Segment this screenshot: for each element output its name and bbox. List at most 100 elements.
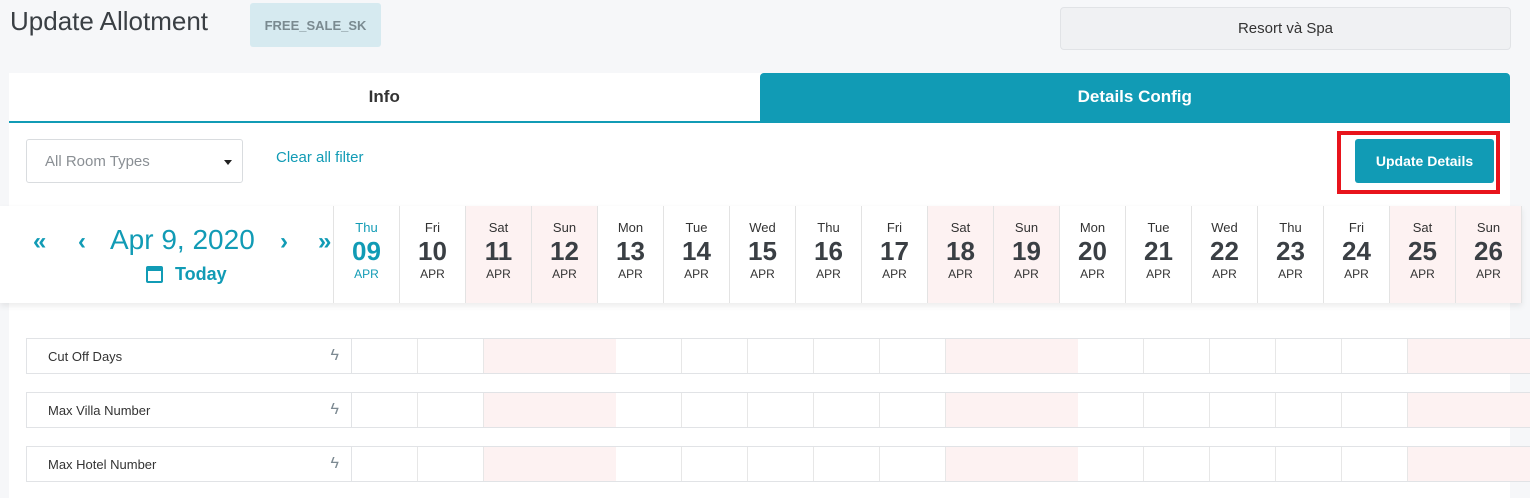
double-chevron-left-icon[interactable]: « (33, 228, 47, 255)
bolt-icon[interactable]: ϟ (330, 347, 339, 364)
day-column[interactable]: Sun 19 APR (994, 206, 1060, 303)
day-column[interactable]: Thu 23 APR (1258, 206, 1324, 303)
day-column[interactable]: Thu 09 APR (334, 206, 400, 303)
day-cell[interactable] (946, 393, 1012, 427)
day-cell[interactable] (1474, 393, 1530, 427)
day-cell[interactable] (1408, 447, 1474, 481)
day-cell[interactable] (616, 447, 682, 481)
day-cell[interactable] (418, 447, 484, 481)
day-cell[interactable] (1078, 339, 1144, 373)
day-num: 24 (1342, 236, 1371, 266)
day-cell[interactable] (550, 339, 616, 373)
day-cell[interactable] (484, 447, 550, 481)
double-chevron-right-icon[interactable]: » (318, 228, 332, 255)
day-cell[interactable] (880, 393, 946, 427)
day-cell[interactable] (352, 339, 418, 373)
day-num: 15 (748, 236, 777, 266)
day-cell[interactable] (880, 339, 946, 373)
day-cell[interactable] (1276, 339, 1342, 373)
today-button[interactable]: Today (146, 264, 227, 285)
day-mon: APR (354, 267, 379, 281)
chevron-right-icon[interactable]: › (280, 228, 288, 255)
clear-filter-link[interactable]: Clear all filter (276, 149, 364, 166)
day-column[interactable]: Fri 10 APR (400, 206, 466, 303)
day-cell[interactable] (1474, 447, 1530, 481)
day-num: 16 (814, 236, 843, 266)
day-dow: Sat (1412, 220, 1433, 235)
room-type-placeholder: All Room Types (45, 152, 150, 170)
day-mon: APR (1080, 267, 1105, 281)
day-cell[interactable] (616, 339, 682, 373)
day-cell[interactable] (1078, 393, 1144, 427)
day-dow: Tue (1147, 220, 1170, 235)
day-cell[interactable] (682, 339, 748, 373)
day-cell[interactable] (814, 339, 880, 373)
day-cell[interactable] (418, 393, 484, 427)
day-cell[interactable] (1144, 339, 1210, 373)
day-cell[interactable] (880, 447, 946, 481)
day-cell[interactable] (814, 447, 880, 481)
day-dow: Mon (617, 220, 644, 235)
day-cell[interactable] (1078, 447, 1144, 481)
day-cell[interactable] (748, 447, 814, 481)
tab-info[interactable]: Info (368, 87, 400, 106)
day-cell[interactable] (484, 393, 550, 427)
day-column[interactable]: Sat 11 APR (466, 206, 532, 303)
row-label: Cut Off Days ϟ (27, 339, 352, 373)
day-cell[interactable] (1342, 447, 1408, 481)
day-cell[interactable] (1210, 393, 1276, 427)
day-cell[interactable] (1408, 393, 1474, 427)
day-dow: Wed (749, 220, 776, 235)
day-cell[interactable] (1210, 447, 1276, 481)
day-cell[interactable] (352, 393, 418, 427)
day-column[interactable]: Fri 17 APR (862, 206, 928, 303)
day-cell[interactable] (1012, 339, 1078, 373)
day-column[interactable]: Wed 22 APR (1192, 206, 1258, 303)
day-cell[interactable] (550, 447, 616, 481)
day-cell[interactable] (352, 447, 418, 481)
day-cell[interactable] (1210, 339, 1276, 373)
day-cell[interactable] (550, 393, 616, 427)
day-column[interactable]: Mon 20 APR (1060, 206, 1126, 303)
day-column[interactable]: Wed 15 APR (730, 206, 796, 303)
day-column[interactable]: Fri 24 APR (1324, 206, 1390, 303)
day-cell[interactable] (1144, 393, 1210, 427)
day-cell[interactable] (814, 393, 880, 427)
row-label-text: Max Hotel Number (48, 456, 157, 472)
day-cell[interactable] (1342, 393, 1408, 427)
day-cell[interactable] (748, 339, 814, 373)
day-column[interactable]: Sat 25 APR (1390, 206, 1456, 303)
update-details-button[interactable]: Update Details (1355, 139, 1494, 183)
bolt-icon[interactable]: ϟ (330, 401, 339, 418)
day-cell[interactable] (1474, 339, 1530, 373)
day-column[interactable]: Sun 26 APR (1456, 206, 1522, 303)
tab-details-config[interactable]: Details Config (759, 73, 1510, 121)
day-cell[interactable] (484, 339, 550, 373)
day-cell[interactable] (1144, 447, 1210, 481)
day-cell[interactable] (946, 447, 1012, 481)
day-cell[interactable] (1012, 447, 1078, 481)
chevron-left-icon[interactable]: ‹ (78, 228, 86, 255)
day-cell[interactable] (418, 339, 484, 373)
day-cell[interactable] (1408, 339, 1474, 373)
bolt-icon[interactable]: ϟ (330, 455, 339, 472)
day-column[interactable]: Sun 12 APR (532, 206, 598, 303)
day-cell[interactable] (946, 339, 1012, 373)
day-cell[interactable] (1012, 393, 1078, 427)
day-cell[interactable] (748, 393, 814, 427)
day-column[interactable]: Thu 16 APR (796, 206, 862, 303)
room-type-select[interactable]: All Room Types (26, 139, 243, 183)
day-column[interactable]: Tue 14 APR (664, 206, 730, 303)
day-cell[interactable] (1276, 447, 1342, 481)
day-column[interactable]: Sat 18 APR (928, 206, 994, 303)
day-cell[interactable] (682, 393, 748, 427)
property-selector[interactable]: Resort và Spa (1060, 7, 1511, 50)
day-cell[interactable] (616, 393, 682, 427)
day-column[interactable]: Mon 13 APR (598, 206, 664, 303)
day-cell[interactable] (1342, 339, 1408, 373)
day-cell[interactable] (1276, 393, 1342, 427)
day-cell[interactable] (682, 447, 748, 481)
page-title: Update Allotment (10, 6, 209, 36)
day-num: 18 (946, 236, 975, 266)
day-column[interactable]: Tue 21 APR (1126, 206, 1192, 303)
